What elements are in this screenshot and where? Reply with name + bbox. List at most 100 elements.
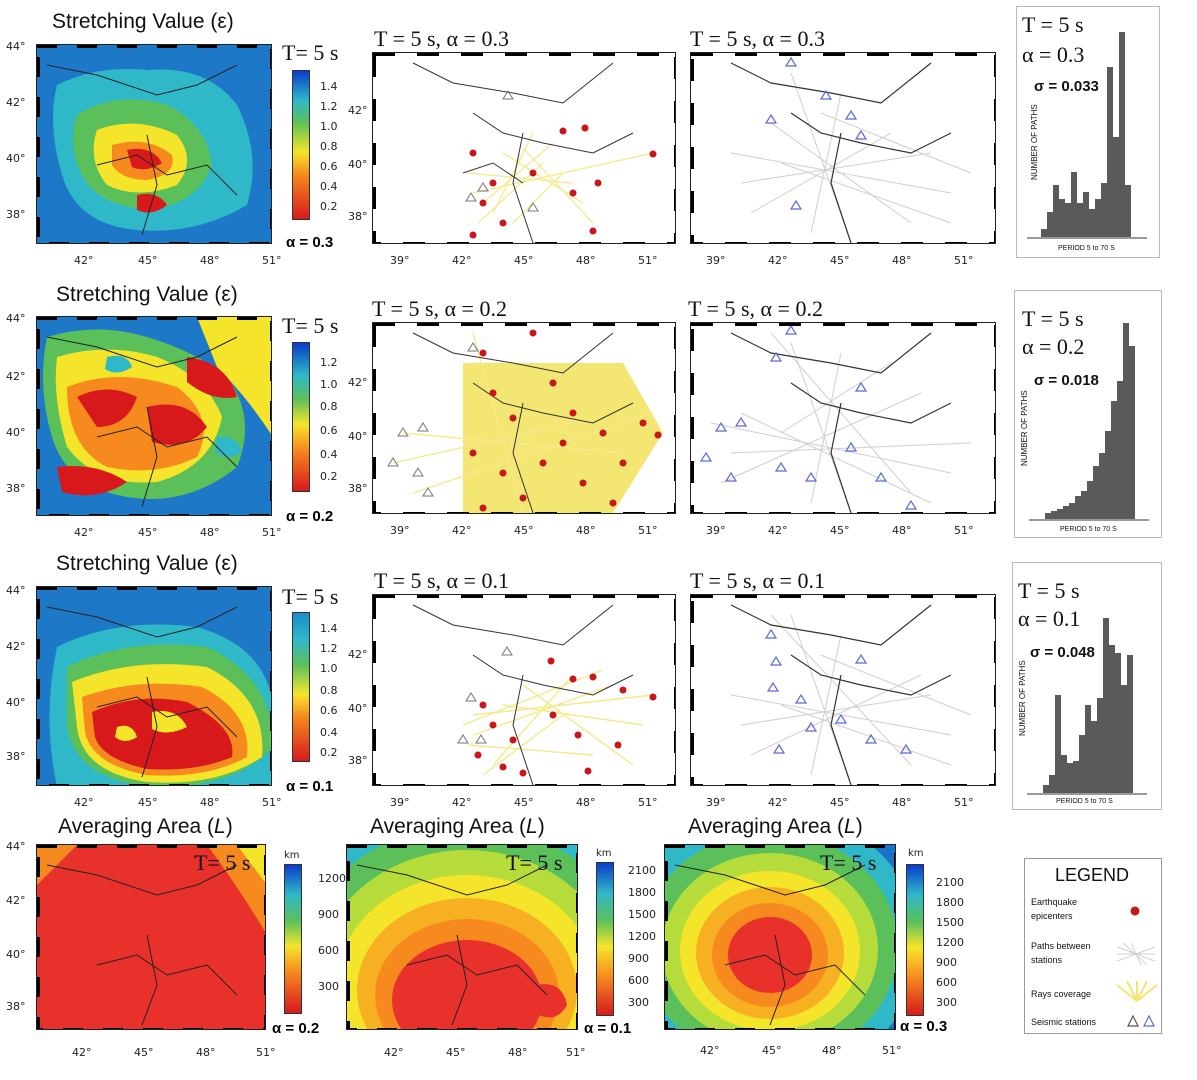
mid-lon-51-r1: 51° xyxy=(638,254,658,267)
cbar1-tick-4: 0.6 xyxy=(320,160,338,173)
rays-title-1: T = 5 s, α = 0.3 xyxy=(374,26,509,51)
p-lon-42-r3: 42° xyxy=(768,796,788,809)
cbar2-tick-1: 1.0 xyxy=(320,378,338,391)
cbar1-tick-1: 1.2 xyxy=(320,100,338,113)
rays-map-1 xyxy=(372,52,676,244)
cbar2-tick-4: 0.4 xyxy=(320,448,338,461)
avg3-tick-4: 900 xyxy=(936,956,957,969)
avg2-tick-0: 2100 xyxy=(628,864,656,877)
avg3-tick-5: 600 xyxy=(936,976,957,989)
lat-tick-42-r1: 42° xyxy=(6,96,26,109)
avg3-tick-1: 1800 xyxy=(936,896,964,909)
cbar3-tick-1: 1.2 xyxy=(320,642,338,655)
lat-tick-44-r3: 44° xyxy=(6,584,26,597)
paths-map-2 xyxy=(690,322,996,514)
hist-sigma-2: σ = 0.018 xyxy=(1034,372,1099,389)
p-lon-48-r2: 48° xyxy=(892,524,912,537)
legend-label-paths-1: Paths between xyxy=(1031,941,1091,951)
lon-tick-51-r2: 51° xyxy=(262,526,282,539)
avg-alpha-3: α = 0.3 xyxy=(900,1018,948,1035)
p-lon-39-r3: 39° xyxy=(706,796,726,809)
rays-title-2: T = 5 s, α = 0.2 xyxy=(372,296,507,321)
avg1-tick-1: 900 xyxy=(318,908,339,921)
avg-colorbar-3 xyxy=(906,864,924,1016)
avg-colorbar-1 xyxy=(284,864,302,1014)
mid-lon-48-r1: 48° xyxy=(576,254,596,267)
hist-t-2: T = 5 s xyxy=(1022,306,1084,331)
stretch-map-2 xyxy=(36,316,272,516)
mid-lon-48-r3: 48° xyxy=(576,796,596,809)
hist-alpha-1: α = 0.3 xyxy=(1022,42,1085,67)
avg2-lon-45: 45° xyxy=(446,1046,466,1059)
colorbar-2 xyxy=(292,342,310,492)
stretch-map-3 xyxy=(36,586,272,786)
t-label-3: T= 5 s xyxy=(282,584,339,609)
mid-lon-39-r3: 39° xyxy=(390,796,410,809)
mid-lon-45-r3: 45° xyxy=(514,796,534,809)
cbar3-tick-5: 0.4 xyxy=(320,726,338,739)
lon-tick-42-r3: 42° xyxy=(74,796,94,809)
avg2-tick-6: 300 xyxy=(628,996,649,1009)
lat-tick-38-r1: 38° xyxy=(6,208,26,221)
cbar2-tick-5: 0.2 xyxy=(320,470,338,483)
lon-tick-45-r1: 45° xyxy=(138,254,158,267)
paths-title-3: T = 5 s, α = 0.1 xyxy=(690,568,825,593)
cbar2-tick-0: 1.2 xyxy=(320,356,338,369)
avg-lat-42: 42° xyxy=(6,894,26,907)
lat-tick-40-r1: 40° xyxy=(6,152,26,165)
t-label-1: T= 5 s xyxy=(282,40,339,65)
lon-tick-48-r2: 48° xyxy=(200,526,220,539)
stretch-title-1: Stretching Value (ε) xyxy=(52,10,234,33)
stretch-map-1 xyxy=(36,44,272,244)
mid-lat-38-r2: 38° xyxy=(348,482,368,495)
avg3-tick-3: 1200 xyxy=(936,936,964,949)
avg-title-3: Averaging Area (L) xyxy=(688,815,863,838)
avg2-tick-5: 600 xyxy=(628,974,649,987)
hist-t-3: T = 5 s xyxy=(1018,578,1080,603)
p-lon-45-r1: 45° xyxy=(830,254,850,267)
mid-lat-42-r2: 42° xyxy=(348,376,368,389)
p-lon-51-r2: 51° xyxy=(954,524,974,537)
legend-label-stations: Seismic stations xyxy=(1031,1017,1097,1027)
histogram-1 xyxy=(1016,6,1160,258)
lat-tick-44-r2: 44° xyxy=(6,312,26,325)
avg-unit-1: km xyxy=(284,850,300,861)
lat-tick-40-r2: 40° xyxy=(6,426,26,439)
hist-xlabel-1: PERIOD 5 to 70 S xyxy=(1058,245,1115,252)
alpha-label-3: α = 0.1 xyxy=(286,778,334,795)
paths-map-1 xyxy=(690,52,996,244)
mid-lat-42-r1: 42° xyxy=(348,104,368,117)
stretch-title-2: Stretching Value (ε) xyxy=(56,283,238,306)
rays-map-2 xyxy=(372,322,676,514)
colorbar-3 xyxy=(292,612,310,762)
lon-tick-48-r3: 48° xyxy=(200,796,220,809)
avg-map-3 xyxy=(664,844,896,1030)
rays-title-3: T = 5 s, α = 0.1 xyxy=(374,568,509,593)
mid-lat-38-r1: 38° xyxy=(348,210,368,223)
legend-label-rays: Rays coverage xyxy=(1031,989,1092,999)
hist-ylabel-2: NUMBER OF PATHS xyxy=(1020,390,1029,466)
avg3-lon-51: 51° xyxy=(882,1044,902,1057)
lon-tick-42-r2: 42° xyxy=(74,526,94,539)
mid-lon-39-r2: 39° xyxy=(390,524,410,537)
hist-ylabel-3: NUMBER OF PATHS xyxy=(1018,660,1027,736)
lon-tick-51-r3: 51° xyxy=(262,796,282,809)
colorbar-1 xyxy=(292,70,310,220)
avg-unit-2: km xyxy=(596,848,612,859)
p-lon-45-r3: 45° xyxy=(830,796,850,809)
p-lon-51-r1: 51° xyxy=(954,254,974,267)
hist-sigma-3: σ = 0.048 xyxy=(1030,644,1095,661)
avg3-lon-48: 48° xyxy=(822,1044,842,1057)
avg1-tick-2: 600 xyxy=(318,944,339,957)
lat-tick-44-r1: 44° xyxy=(6,40,26,53)
mid-lon-51-r2: 51° xyxy=(638,524,658,537)
cbar2-tick-3: 0.6 xyxy=(320,424,338,437)
avg1-lon-42: 42° xyxy=(72,1046,92,1059)
lat-tick-40-r3: 40° xyxy=(6,696,26,709)
lat-tick-42-r3: 42° xyxy=(6,640,26,653)
mid-lat-40-r2: 40° xyxy=(348,430,368,443)
legend-label-epicenters-2: epicenters xyxy=(1031,911,1073,921)
hist-alpha-2: α = 0.2 xyxy=(1022,334,1085,359)
mid-lon-42-r2: 42° xyxy=(452,524,472,537)
avg2-tick-3: 1200 xyxy=(628,930,656,943)
